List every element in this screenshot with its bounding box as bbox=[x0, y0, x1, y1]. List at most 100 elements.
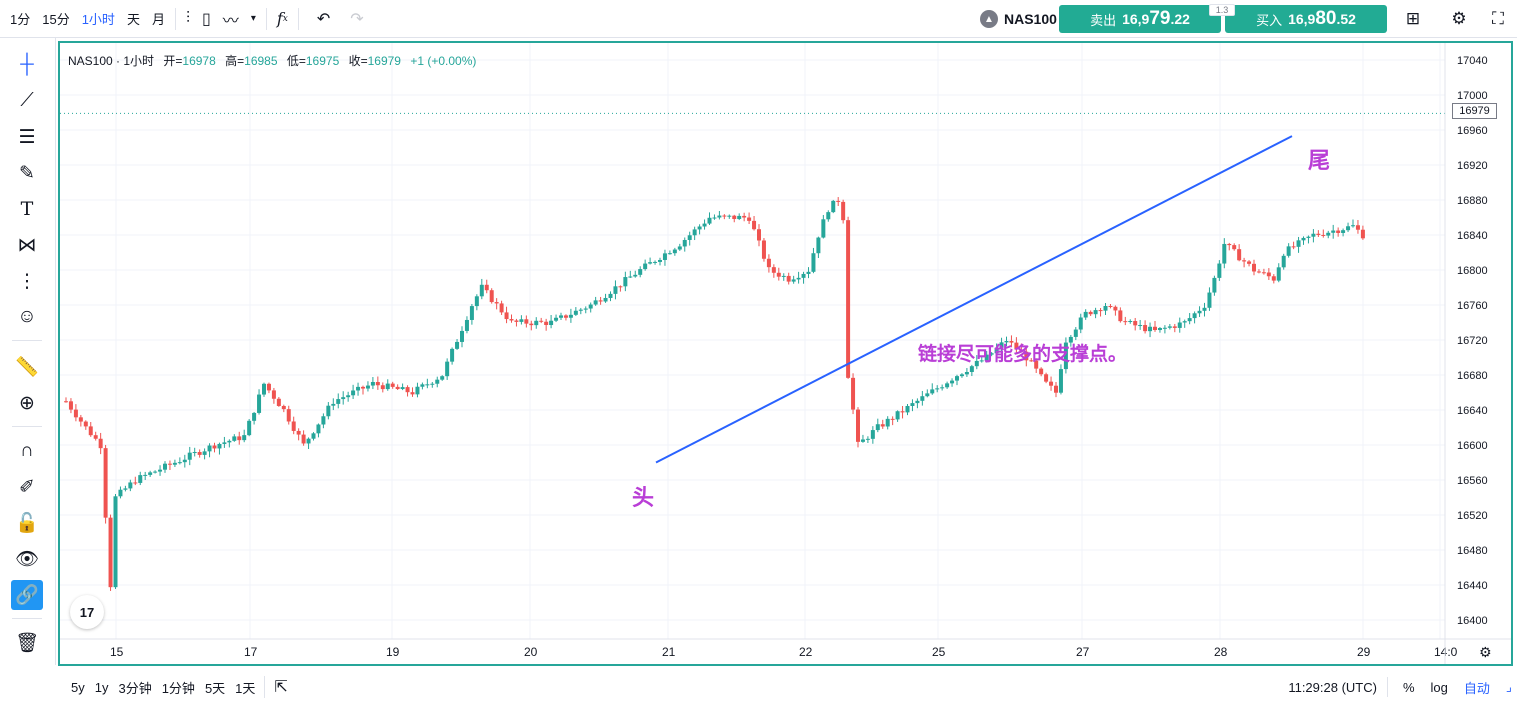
candles bbox=[64, 197, 1365, 591]
candle-body bbox=[544, 321, 549, 326]
candle-body bbox=[1068, 336, 1073, 343]
auto-scale-toggle[interactable]: 自动 bbox=[1463, 680, 1490, 696]
goto-date-icon[interactable]: ⇱ bbox=[274, 679, 288, 696]
fullscreen-icon[interactable]: ⛶ bbox=[1492, 9, 1504, 28]
annotation-tail[interactable]: 尾 bbox=[1308, 149, 1331, 174]
candle-body bbox=[494, 302, 499, 304]
candle-body bbox=[870, 430, 875, 439]
bottom-bar: 5y 1y 3分钟 1分钟 5天 1天 ⇱ 11:29:28 (UTC) % log 自动… bbox=[58, 669, 1517, 705]
pattern-tool-icon[interactable]: ⋈ bbox=[17, 234, 37, 256]
x-tick-label: 29 bbox=[1357, 645, 1371, 659]
y-tick-label: 16560 bbox=[1457, 475, 1488, 487]
candle-body bbox=[177, 462, 182, 464]
candle-body bbox=[796, 277, 801, 280]
ruler-icon[interactable]: 📏 bbox=[15, 357, 39, 378]
line-chart-icon[interactable]: 〰 bbox=[222, 12, 239, 30]
buy-button[interactable]: 买入 16,980.52 bbox=[1225, 5, 1387, 33]
clock[interactable]: 11:29:28 (UTC) bbox=[1288, 679, 1377, 695]
annotation-head[interactable]: 头 bbox=[632, 486, 655, 511]
range-button[interactable]: 1y bbox=[94, 679, 109, 695]
magnet-icon[interactable]: ∩ bbox=[20, 440, 34, 461]
emoji-icon[interactable]: ☺ bbox=[17, 306, 37, 327]
undo-icon[interactable]: ↶ bbox=[316, 10, 331, 28]
candlestick-icon[interactable]: ▯ bbox=[201, 10, 211, 28]
interval-button[interactable]: 天 bbox=[126, 12, 140, 27]
settings-gear-icon[interactable]: ⚙ bbox=[1451, 9, 1467, 28]
annotation-text[interactable]: 链接尽可能多的支撑点。 bbox=[918, 343, 1128, 365]
candle-body bbox=[460, 330, 464, 342]
prediction-tool-icon[interactable]: ⋮ bbox=[17, 270, 37, 292]
candle-body bbox=[98, 438, 103, 449]
trend-line-icon[interactable]: ⟋ bbox=[20, 90, 34, 111]
candle-body bbox=[1118, 310, 1123, 322]
zoom-in-icon[interactable]: ⊕ bbox=[19, 392, 35, 414]
candle-body bbox=[1242, 260, 1247, 262]
crosshair-icon[interactable]: ┼ bbox=[20, 54, 34, 75]
candle-body bbox=[425, 384, 430, 386]
candle-body bbox=[281, 405, 286, 410]
candle-body bbox=[747, 217, 752, 221]
candle-body bbox=[945, 383, 950, 388]
support-trendline bbox=[655, 135, 1293, 464]
candle-body bbox=[1182, 321, 1187, 323]
range-button[interactable]: 3分钟 bbox=[118, 680, 152, 696]
candle-body bbox=[895, 411, 900, 420]
log-toggle[interactable]: log bbox=[1430, 679, 1448, 695]
visibility-eye-icon[interactable]: 👁 bbox=[14, 549, 40, 570]
price-chart[interactable]: 17040 17000 16960 16920 16880 16840 16800 16760… bbox=[60, 43, 1511, 664]
range-button[interactable]: 1分钟 bbox=[161, 680, 195, 696]
brush-icon[interactable]: ✎ bbox=[19, 162, 35, 184]
candle-body bbox=[1103, 306, 1108, 311]
candle-body bbox=[841, 201, 846, 221]
chart-area[interactable]: 17040 17000 16960 16920 16880 16840 16800 16760… bbox=[58, 41, 1513, 666]
layout-grid-icon[interactable]: ⊞ bbox=[1405, 9, 1421, 28]
legend-close: 16979 bbox=[367, 54, 401, 68]
symbol-selector[interactable]: ▲ NAS100 bbox=[974, 4, 1063, 34]
candle-body bbox=[969, 366, 974, 373]
range-button[interactable]: 5y bbox=[71, 679, 85, 695]
y-tick-label: 16760 bbox=[1457, 300, 1488, 312]
redo-icon[interactable]: ↷ bbox=[350, 10, 364, 28]
interval-button[interactable]: 月 bbox=[151, 12, 165, 27]
candle-body bbox=[365, 385, 370, 389]
candle-body bbox=[781, 275, 786, 277]
candle-body bbox=[583, 308, 588, 310]
tradingview-logo-icon[interactable]: 17 bbox=[70, 595, 104, 629]
percent-toggle[interactable]: % bbox=[1402, 679, 1415, 695]
candle-body bbox=[311, 433, 316, 439]
fib-lines-icon[interactable]: ☰ bbox=[18, 126, 36, 148]
candle-body bbox=[301, 434, 306, 444]
candle-body bbox=[232, 436, 237, 441]
link-icon[interactable]: 🔗 bbox=[11, 580, 43, 610]
candle-body bbox=[554, 317, 559, 321]
candle-body bbox=[88, 426, 93, 436]
interval-button[interactable]: 1分 bbox=[10, 12, 31, 27]
candle-body bbox=[1054, 385, 1058, 393]
candle-body bbox=[667, 253, 672, 255]
bar-style-icon[interactable]: ⫶ bbox=[185, 9, 190, 27]
trash-icon[interactable]: 🗑 bbox=[14, 633, 40, 654]
text-tool-icon[interactable]: T bbox=[20, 198, 34, 220]
lock-drawing-icon[interactable]: ✐ bbox=[19, 476, 35, 498]
interval-button[interactable]: 1小时 bbox=[81, 12, 115, 27]
range-button[interactable]: 5天 bbox=[204, 680, 226, 696]
candle-body bbox=[252, 412, 257, 421]
interval-button[interactable]: 15分 bbox=[42, 12, 70, 27]
unlock-icon[interactable]: 🔓 bbox=[15, 513, 39, 534]
legend-symbol: NAS100 · 1小时 bbox=[68, 54, 155, 68]
chart-type-dropdown-icon[interactable]: ▾ bbox=[250, 13, 256, 24]
scale-settings-icon[interactable]: ⌟ bbox=[1505, 679, 1512, 694]
candle-body bbox=[1360, 229, 1365, 239]
candle-body bbox=[1281, 255, 1286, 268]
candle-body bbox=[1172, 326, 1177, 328]
x-tick-label: 25 bbox=[932, 645, 946, 659]
candle-body bbox=[1311, 233, 1316, 237]
candle-body bbox=[1207, 292, 1212, 308]
sell-button[interactable]: 卖出 16,979.22 bbox=[1059, 5, 1221, 33]
candle-body bbox=[1177, 322, 1182, 328]
candle-body bbox=[153, 471, 158, 473]
range-button[interactable]: 1天 bbox=[235, 680, 256, 696]
candle-body bbox=[732, 215, 737, 220]
candle-body bbox=[1266, 272, 1271, 277]
